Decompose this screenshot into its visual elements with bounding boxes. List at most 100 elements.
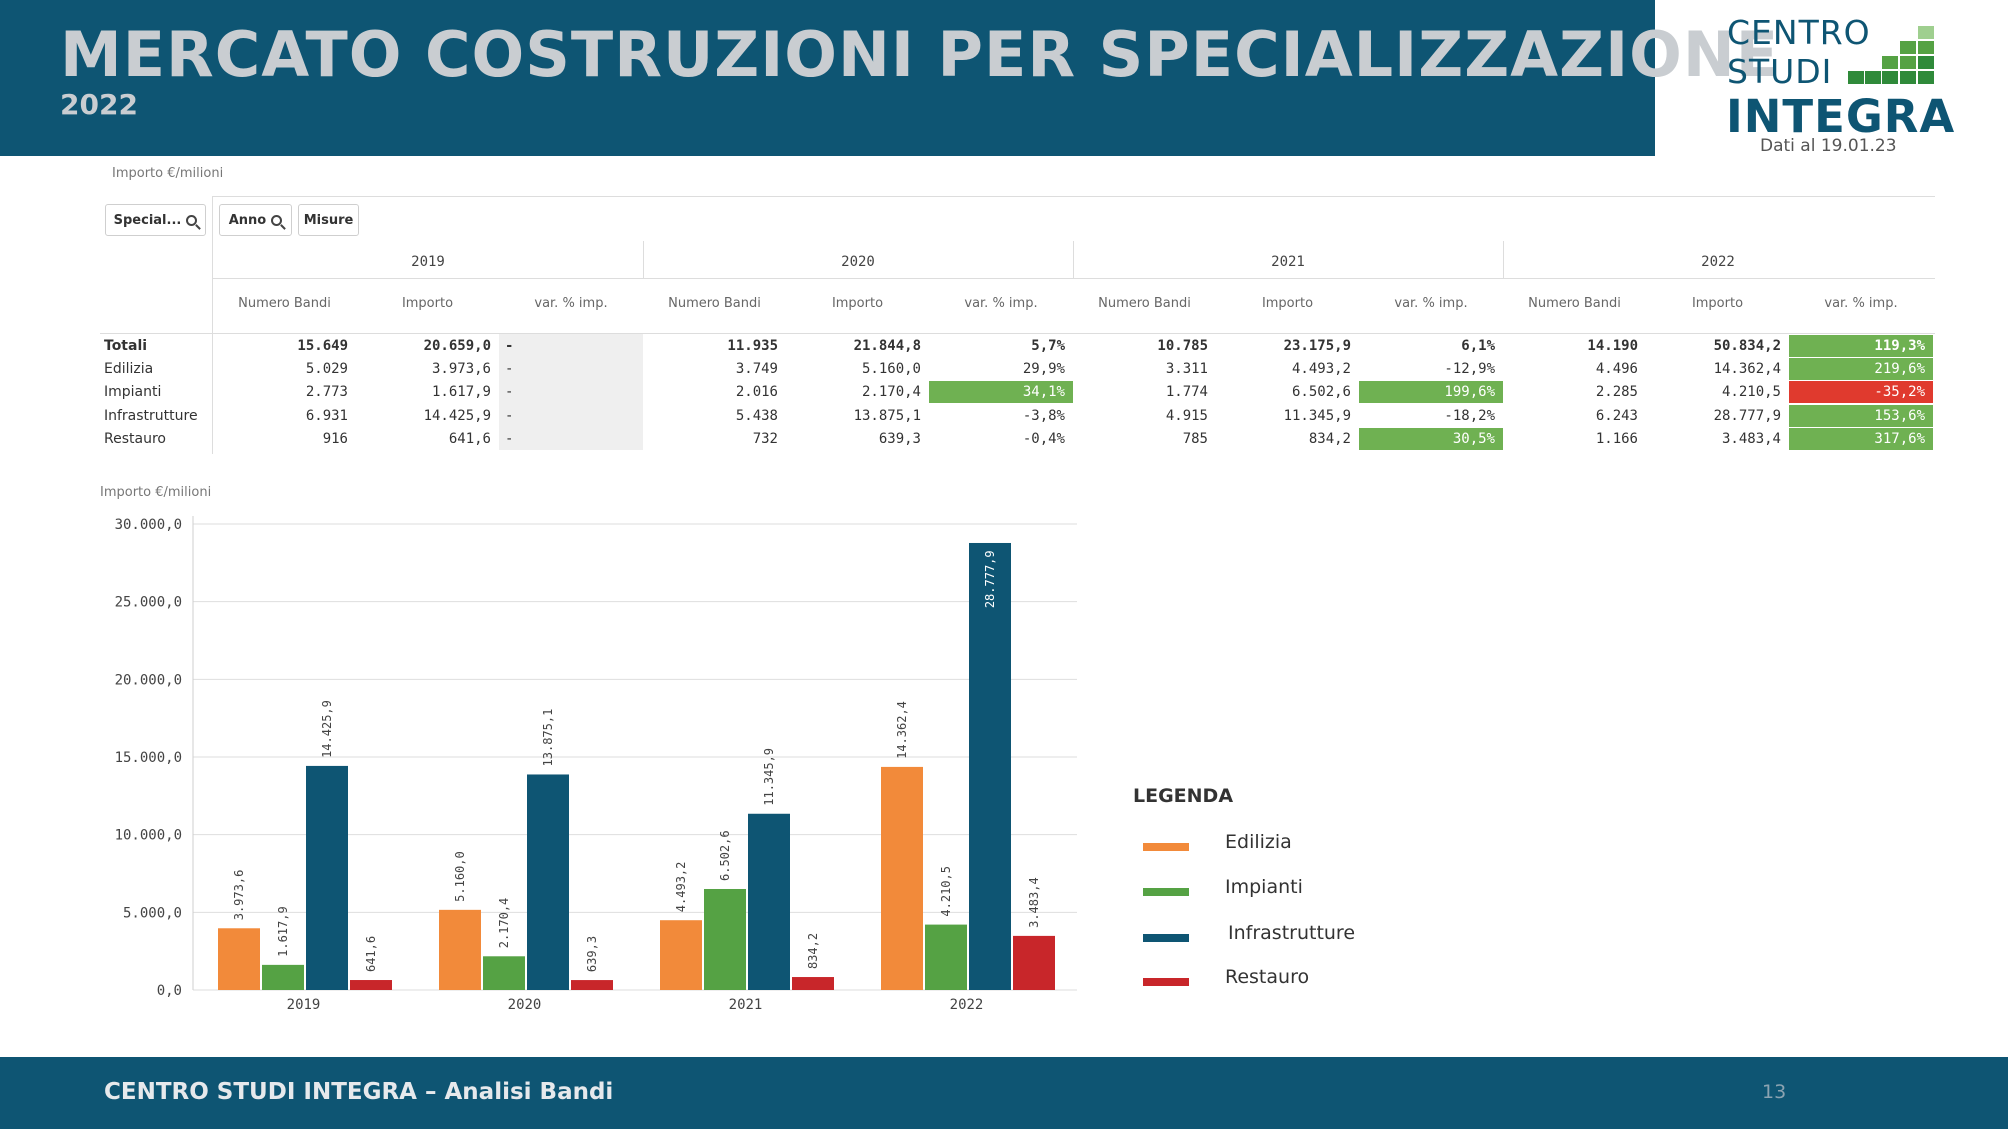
table-cell: 916 (322, 430, 348, 447)
table-cell: 317,6% (1789, 427, 1933, 450)
legend-item-infrastrutture: Infrastrutture (1143, 922, 1393, 954)
y-tick-label: 25.000,0 (115, 595, 182, 611)
x-tick-label: 2019 (287, 997, 321, 1013)
table-cell: - (505, 384, 514, 401)
table-cell: -0,4% (1022, 430, 1065, 447)
bar-edilizia (439, 909, 481, 990)
table-cell: 21.844,8 (853, 338, 921, 354)
table-cell: - (505, 361, 514, 378)
search-icon (186, 214, 198, 226)
column-header: Numero Bandi (1528, 296, 1621, 311)
table-cell: 13.875,1 (853, 407, 921, 424)
year-header: 2021 (1271, 254, 1305, 270)
footer-text: CENTRO STUDI INTEGRA – Analisi Bandi (104, 1079, 614, 1105)
bar-restauro (1013, 935, 1055, 990)
table-cell: -3,8% (1022, 407, 1065, 424)
bar-infrastrutture (527, 774, 569, 990)
table-cell: 2.170,4 (861, 384, 921, 401)
table-cell: 11.935 (727, 338, 778, 354)
column-header: Importo (401, 296, 454, 311)
row-label-edilizia: Edilizia (104, 361, 154, 378)
table-cell: 5.160,0 (861, 361, 921, 378)
column-header: Numero Bandi (668, 296, 761, 311)
logo-line-1: CENTRO (1727, 13, 1871, 52)
bar-infrastrutture (969, 542, 1011, 990)
table-cell: 10.785 (1157, 338, 1208, 354)
table-cell: 119,3% (1789, 335, 1933, 357)
legend-label: Impianti (1225, 876, 1303, 898)
table-cell: 14.362,4 (1713, 361, 1781, 378)
bar-edilizia (881, 766, 923, 990)
legend-swatch (1143, 888, 1189, 896)
footer-banner: CENTRO STUDI INTEGRA – Analisi Bandi 13 (0, 1057, 2008, 1129)
y-tick-label: 20.000,0 (115, 672, 182, 688)
legend-swatch (1143, 934, 1189, 942)
filter-anno-button[interactable]: Anno (219, 204, 292, 236)
table-cell: 6.931 (305, 407, 348, 424)
bar-infrastrutture (306, 765, 348, 990)
column-header: Importo (1691, 296, 1744, 311)
data-label: 4.493,2 (674, 862, 688, 913)
bar-impianti (925, 924, 967, 990)
data-label: 641,6 (364, 936, 378, 972)
legend-swatch (1143, 978, 1189, 986)
table-cell: 29,9% (1022, 361, 1065, 378)
data-label: 2.170,4 (497, 898, 511, 949)
table-cell: 2.016 (735, 384, 778, 401)
table-cell: 199,6% (1359, 381, 1503, 404)
legend-label: Restauro (1225, 966, 1310, 988)
table-cell: - (505, 407, 514, 424)
table-cell: 4.210,5 (1721, 384, 1781, 401)
table-cell: -12,9% (1444, 361, 1495, 378)
table-cell: 5.438 (735, 407, 778, 424)
column-header: var. % imp. (1394, 296, 1468, 311)
table-cell: 6,1% (1461, 338, 1495, 354)
column-header: var. % imp. (534, 296, 608, 311)
data-label: 6.502,6 (718, 830, 732, 881)
data-label: 4.210,5 (939, 866, 953, 917)
search-icon (271, 214, 283, 226)
column-header: Numero Bandi (1098, 296, 1191, 311)
header-banner: MERCATO COSTRUZIONI PER SPECIALIZZAZIONE… (0, 0, 1778, 156)
bar-impianti (483, 956, 525, 990)
table-cell: 34,1% (929, 381, 1073, 404)
bar-impianti (704, 888, 746, 990)
filter-special-label: Special... (113, 212, 182, 228)
data-label: 3.483,4 (1027, 877, 1041, 928)
table-cell: 3.749 (735, 361, 778, 378)
bar-restauro (571, 980, 613, 990)
column-header: var. % imp. (1824, 296, 1898, 311)
empty-var-cell (499, 334, 643, 450)
x-tick-label: 2021 (729, 997, 763, 1013)
column-header: Numero Bandi (238, 296, 331, 311)
table-cell: 4.493,2 (1291, 361, 1351, 378)
table-cell: 732 (752, 430, 778, 447)
date-note: Dati al 19.01.23 (1760, 136, 1897, 156)
legend-swatch (1143, 843, 1189, 851)
x-tick-label: 2022 (950, 997, 984, 1013)
filter-misure-button[interactable]: Misure (298, 204, 359, 236)
year-divider (643, 241, 644, 278)
bar-infrastrutture (748, 813, 790, 990)
table-divider (212, 196, 213, 454)
x-tick-label: 2020 (508, 997, 542, 1013)
table-cell: 23.175,9 (1283, 338, 1351, 354)
filter-special-button[interactable]: Special... (105, 204, 206, 236)
year-divider (1073, 241, 1074, 278)
table-cell: 50.834,2 (1713, 338, 1781, 354)
year-header: 2022 (1701, 254, 1735, 270)
data-label: 3.973,6 (232, 870, 246, 921)
table-cell: 1.774 (1165, 384, 1208, 401)
bar-restauro (792, 977, 834, 990)
chart-legend: LEGENDA Edilizia Impianti Infrastrutture… (1133, 785, 1355, 988)
year-header: 2019 (411, 254, 445, 270)
legend-label: Infrastrutture (1228, 922, 1356, 944)
table-cell: 2.285 (1595, 384, 1638, 401)
year-divider (1503, 241, 1504, 278)
filter-anno-label: Anno (228, 212, 267, 228)
logo-line-2: STUDI (1727, 52, 1833, 91)
table-cell: 14.425,9 (423, 407, 491, 424)
row-label-restauro: Restauro (104, 430, 166, 447)
logo-line-3: INTEGRA (1726, 90, 1956, 143)
